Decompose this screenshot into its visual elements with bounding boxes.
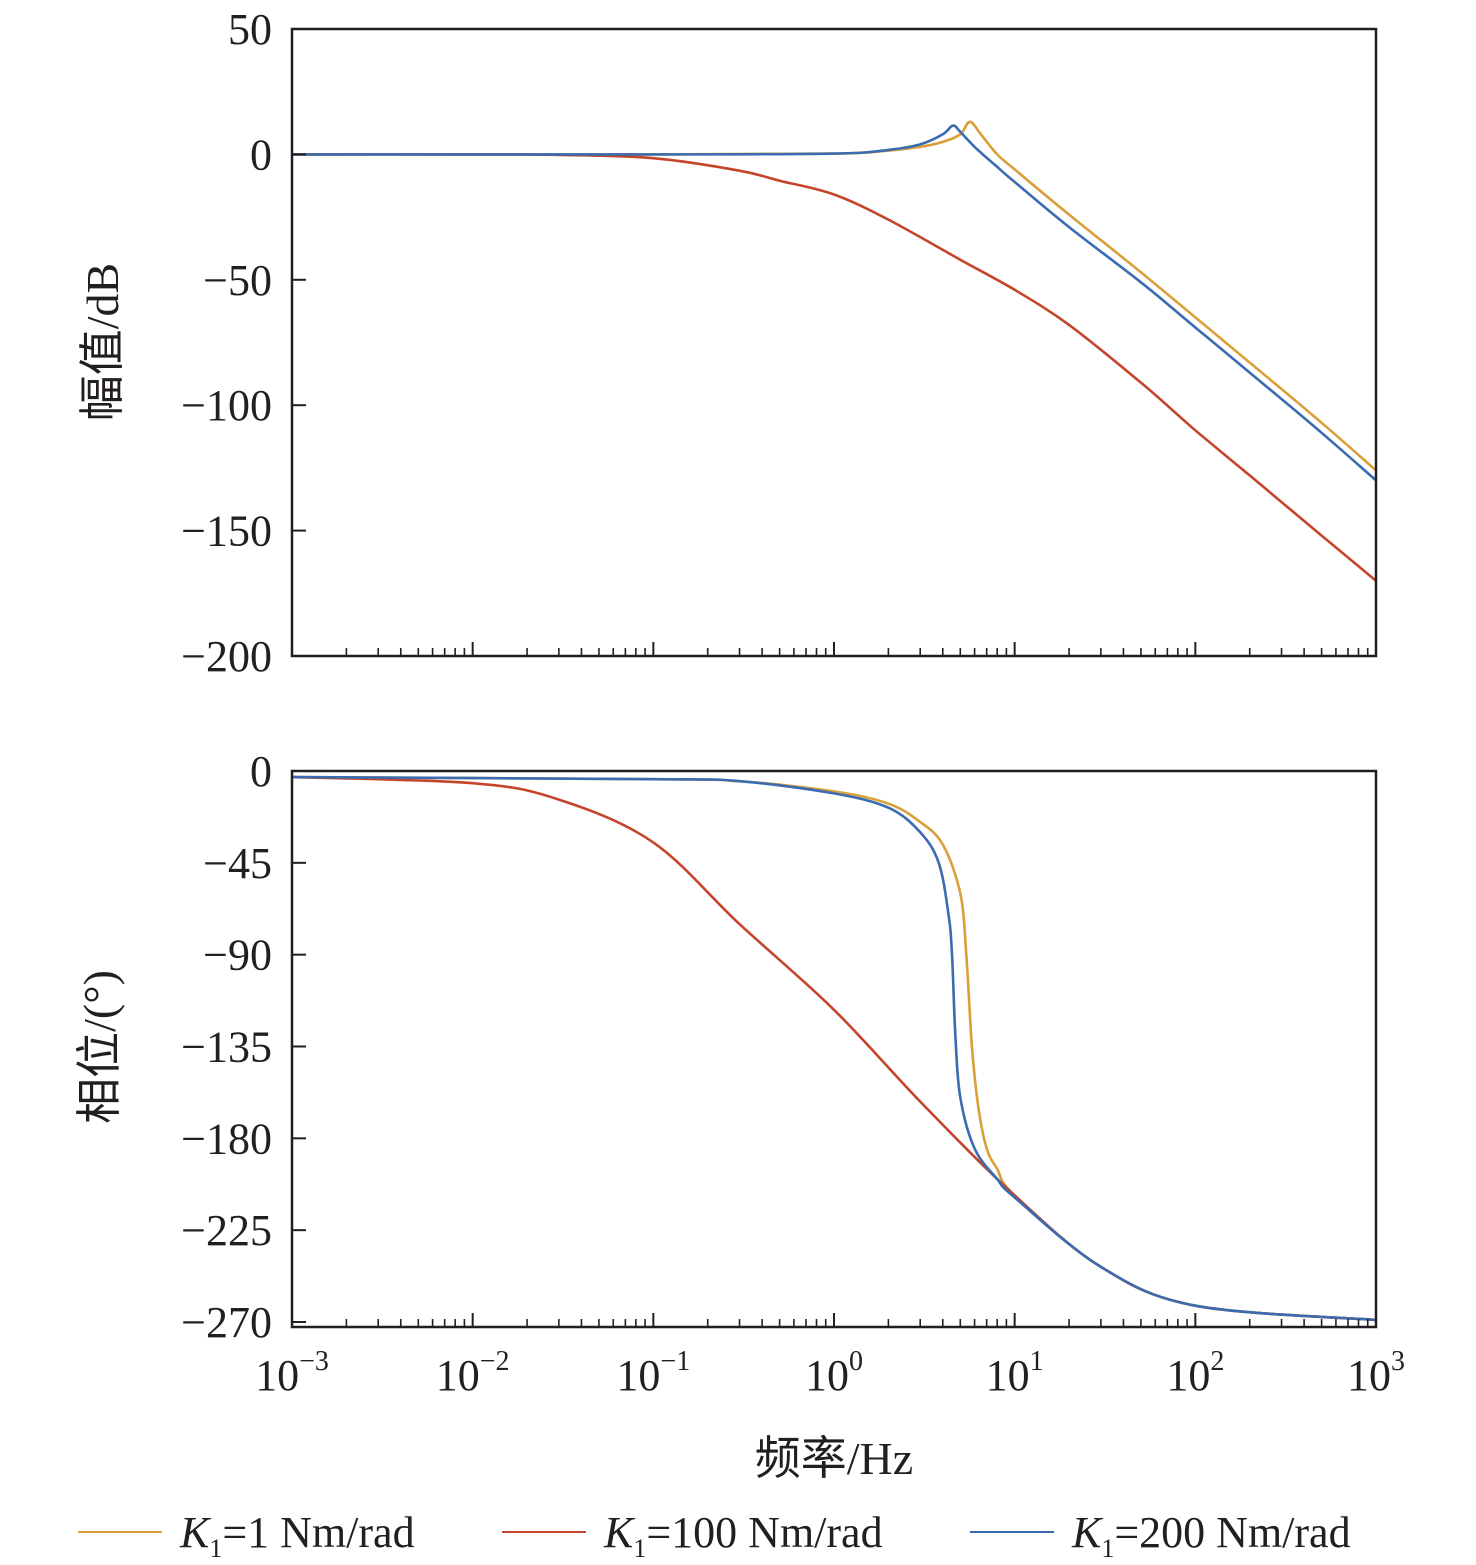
series-line-0: [292, 120, 1376, 472]
x-tick-exponent: 3: [1391, 1346, 1405, 1377]
x-tick-label: 10−2: [436, 1346, 510, 1400]
legend-item: K1=100 Nm/rad: [502, 1508, 883, 1563]
legend-subscript: 1: [633, 1534, 646, 1563]
phase-y-axis-title: 相位/(°): [74, 970, 125, 1124]
y-tick-label: −135: [181, 1023, 272, 1072]
x-tick-label: 10−3: [255, 1346, 329, 1400]
legend-subscript: 1: [1101, 1534, 1114, 1563]
legend-symbol: K: [603, 1508, 636, 1557]
y-tick-label: −50: [203, 256, 272, 305]
x-tick-exponent: −3: [299, 1346, 329, 1377]
x-tick-exponent: −2: [480, 1346, 510, 1377]
x-tick-base: 10: [255, 1351, 299, 1400]
x-tick-base: 10: [805, 1351, 849, 1400]
magnitude-plot: 50 0 −50 −100 −150 −200: [181, 5, 1378, 681]
legend-label: K1=100 Nm/rad: [603, 1508, 883, 1563]
legend-label: K1=1 Nm/rad: [179, 1508, 415, 1563]
legend-item: K1=1 Nm/rad: [78, 1508, 415, 1563]
x-tick-label: 103: [1347, 1346, 1405, 1400]
y-tick-label: −100: [181, 381, 272, 430]
x-tick-base: 10: [1347, 1351, 1391, 1400]
x-tick-label: 10−1: [616, 1346, 690, 1400]
x-tick-exponent: −1: [660, 1346, 690, 1377]
y-tick-label: −150: [181, 507, 272, 556]
legend-rest: =200 Nm/rad: [1114, 1508, 1350, 1557]
x-tick-base: 10: [986, 1351, 1030, 1400]
x-tick-base: 10: [1166, 1351, 1210, 1400]
x-tick-exponent: 1: [1030, 1346, 1044, 1377]
series-line-1: [292, 775, 1376, 1322]
x-tick-label: 101: [986, 1346, 1044, 1400]
series-line-2: [292, 124, 1376, 482]
magnitude-y-axis-title: 幅值/dB: [77, 263, 128, 421]
legend-rest: =1 Nm/rad: [222, 1508, 414, 1557]
x-tick-base: 10: [616, 1351, 660, 1400]
y-tick-label: −45: [203, 839, 272, 888]
y-tick-label: −200: [181, 632, 272, 681]
x-tick-exponent: 0: [849, 1346, 863, 1377]
series-line-1: [292, 153, 1376, 582]
plot-frame: [290, 769, 1378, 1329]
x-tick-exponent: 2: [1210, 1346, 1224, 1377]
legend-symbol: K: [1071, 1508, 1104, 1557]
legend-rest: =100 Nm/rad: [646, 1508, 882, 1557]
x-axis-title: 频率/Hz: [755, 1433, 913, 1484]
legend-label: K1=200 Nm/rad: [1071, 1508, 1351, 1563]
legend-symbol: K: [179, 1508, 212, 1557]
y-tick-label: −90: [203, 931, 272, 980]
y-tick-label: 0: [250, 130, 272, 179]
legend: K1=1 Nm/rad K1=100 Nm/rad K1=200 Nm/rad: [78, 1508, 1351, 1563]
y-tick-label: 50: [228, 5, 272, 54]
x-tick-label: 100: [805, 1346, 863, 1400]
series-line-0: [292, 775, 1376, 1322]
series-line-2: [292, 775, 1376, 1322]
y-tick-label: 0: [250, 747, 272, 796]
legend-item: K1=200 Nm/rad: [970, 1508, 1351, 1563]
x-tick-base: 10: [436, 1351, 480, 1400]
legend-subscript: 1: [209, 1534, 222, 1563]
y-tick-label: −270: [181, 1298, 272, 1347]
x-tick-label: 102: [1166, 1346, 1224, 1400]
y-tick-label: −180: [181, 1114, 272, 1163]
y-tick-label: −225: [181, 1206, 272, 1255]
